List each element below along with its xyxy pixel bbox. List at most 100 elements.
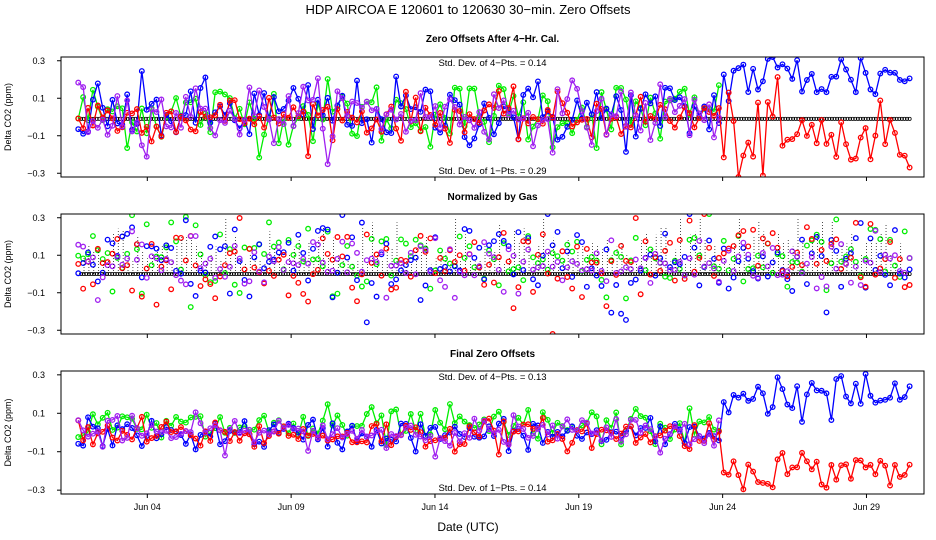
normal-point — [682, 116, 687, 121]
gas3-point — [270, 114, 277, 121]
gas2-point — [720, 245, 727, 252]
gas4-point — [334, 88, 341, 95]
gas2-point — [373, 293, 380, 300]
normal-point — [741, 116, 746, 121]
gas2-point — [202, 269, 209, 276]
gas4-point — [275, 244, 282, 251]
panel-title: Zero Offsets After 4−Hr. Cal. — [426, 34, 560, 45]
gas4-point — [852, 263, 859, 270]
gas1-point — [261, 412, 268, 419]
gas4-point — [510, 252, 517, 259]
normal-point — [674, 271, 679, 276]
gas4-point — [104, 262, 111, 269]
gas3-point — [437, 110, 444, 116]
gas4-point — [231, 116, 238, 123]
normal-point — [79, 271, 84, 276]
gas1-point — [148, 262, 155, 269]
normal-point — [195, 271, 200, 276]
gas3-point — [471, 239, 478, 246]
gas1-point — [667, 275, 673, 281]
gas3-point — [779, 450, 786, 456]
gas4-point — [535, 122, 541, 129]
gas3-point — [843, 141, 849, 148]
gas4-point — [80, 243, 87, 250]
gas4-point — [407, 422, 414, 429]
gas4-point — [378, 426, 385, 433]
gas2-point — [368, 139, 375, 146]
y-axis-label: Delta CO2 (ppm) — [3, 83, 13, 151]
gas1-point — [99, 414, 106, 421]
gas3-point — [701, 105, 708, 112]
gas4-point — [398, 260, 404, 267]
gas3-point — [818, 481, 825, 488]
gas2-point — [192, 293, 199, 299]
normal-point — [832, 116, 837, 121]
gas2-point — [486, 242, 492, 249]
gas1-point — [525, 233, 532, 240]
gas4-point — [476, 109, 483, 116]
gas3-point — [554, 275, 561, 282]
gas4-point — [466, 117, 473, 124]
gas1-point — [334, 412, 341, 419]
gas2-point — [334, 269, 341, 276]
gas2-point — [192, 446, 199, 453]
gas1-point — [471, 264, 478, 271]
gas2-point — [80, 260, 87, 267]
gas3-point — [647, 271, 654, 278]
gas4-point — [300, 255, 307, 262]
normal-point — [115, 271, 120, 276]
gas3-point — [857, 457, 864, 464]
gas3-point — [402, 88, 409, 95]
normal-point — [607, 271, 612, 276]
y-axis-label: Delta CO2 (ppm) — [3, 398, 13, 466]
gas4-point — [549, 263, 556, 270]
gas3-point — [168, 108, 175, 115]
normal-point — [747, 271, 752, 276]
gas4-point — [711, 265, 717, 272]
normal-point — [125, 116, 130, 121]
gas4-point — [266, 253, 272, 260]
gas4-point — [222, 273, 228, 280]
gas3-point — [818, 247, 825, 253]
gas3-point — [358, 108, 365, 115]
gas1-point — [89, 411, 96, 418]
normal-point — [299, 271, 304, 276]
gas4-point — [261, 427, 268, 434]
gas1-point — [686, 236, 693, 243]
gas4-point — [530, 143, 537, 150]
gas1-point — [632, 406, 639, 412]
normal-point — [793, 271, 798, 276]
normal-point — [571, 271, 576, 276]
gas3-point — [437, 254, 444, 261]
gas3-point — [808, 121, 815, 128]
gas2-point — [461, 226, 468, 232]
gas1-point — [432, 407, 439, 413]
normal-point — [762, 271, 767, 276]
gas3-point — [613, 436, 620, 442]
gas3-point — [662, 427, 669, 434]
gas4-point — [446, 96, 453, 103]
normal-point — [130, 271, 135, 276]
gas2-point — [89, 96, 96, 103]
gas3-point — [407, 273, 414, 280]
gas2-point — [755, 383, 761, 390]
gas3-point — [535, 251, 541, 258]
normal-point — [625, 271, 630, 276]
gas1-point — [691, 234, 698, 241]
gas3-point — [412, 94, 419, 101]
gas4-point — [285, 421, 292, 428]
gas3-point — [412, 247, 419, 254]
gas4-point — [569, 258, 576, 265]
gas1-point — [363, 411, 370, 417]
normal-point — [842, 271, 847, 276]
gas3-point — [779, 142, 786, 149]
gas3-point — [862, 125, 869, 132]
gas2-point — [877, 70, 884, 77]
gas1-point — [613, 249, 620, 256]
gas2-point — [471, 135, 478, 142]
gas4-point — [495, 105, 502, 112]
gas4-point — [613, 113, 620, 119]
gas4-point — [857, 282, 864, 288]
normal-point — [861, 116, 866, 121]
gas1-point — [295, 243, 302, 250]
